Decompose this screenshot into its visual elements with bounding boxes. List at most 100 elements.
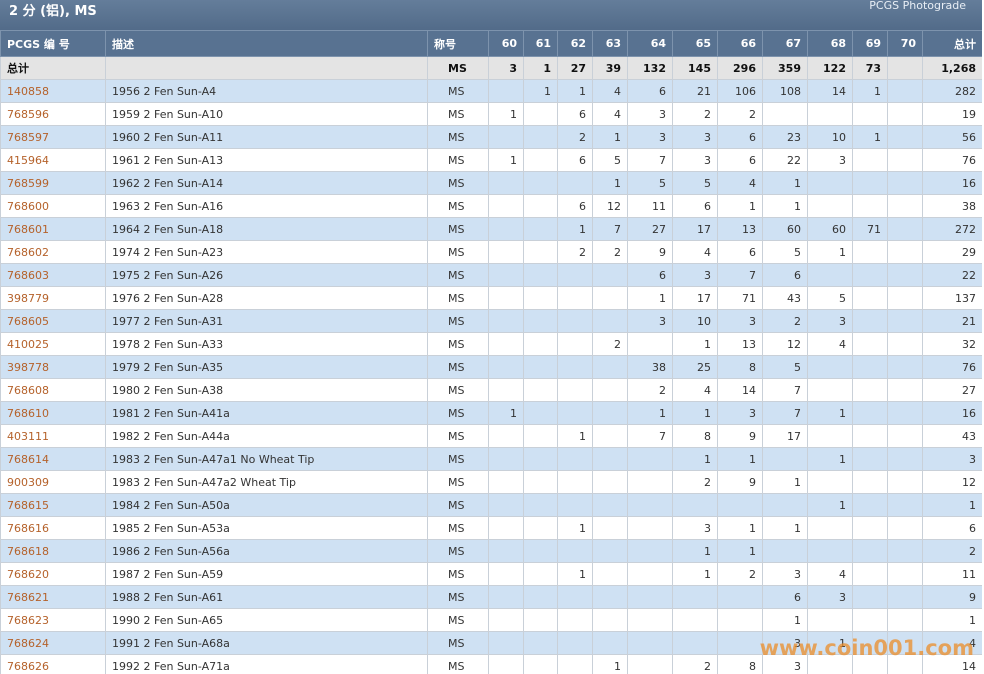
table-cell: 2 (922, 539, 982, 563)
cert-link[interactable]: 768608 (7, 383, 49, 397)
table-row: 398779 1976 2 Fen Sun-A28 MS 1 17 71 43 5 137 (0, 286, 982, 310)
table-cell: 3 (922, 447, 982, 471)
table-cell (488, 378, 524, 402)
table-cell: 14 (922, 654, 982, 674)
table-cell (592, 608, 628, 632)
table-cell (523, 102, 558, 126)
table-cell (523, 332, 558, 356)
table-cell: 17 (672, 217, 718, 241)
table-cell (852, 240, 888, 264)
cert-link[interactable]: 398778 (7, 360, 49, 374)
cert-link[interactable]: 768597 (7, 130, 49, 144)
cert-link[interactable]: 768620 (7, 567, 49, 581)
table-cell (592, 585, 628, 609)
table-cell: 768600 (0, 194, 106, 218)
cert-link[interactable]: 410025 (7, 337, 49, 351)
table-cell: 23 (762, 125, 808, 149)
cert-link[interactable]: 415964 (7, 153, 49, 167)
header-link[interactable]: PCGS Photograde (869, 0, 966, 12)
table-cell: 38 (627, 355, 673, 379)
table-cell: 7 (592, 217, 628, 241)
table-cell: 768615 (0, 493, 106, 517)
table-cell (887, 355, 923, 379)
table-cell: 39 (592, 56, 628, 80)
cert-link[interactable]: 768602 (7, 245, 49, 259)
table-cell: 9 (627, 240, 673, 264)
cert-link[interactable]: 768603 (7, 268, 49, 282)
table-cell: 768620 (0, 562, 106, 586)
table-cell: 76 (922, 355, 982, 379)
table-row: 768602 1974 2 Fen Sun-A23 MS 2 2 9 4 6 5 1 29 (0, 240, 982, 264)
cert-link[interactable]: 768616 (7, 521, 49, 535)
cert-link[interactable]: 398779 (7, 291, 49, 305)
table-cell: 11 (922, 562, 982, 586)
table-cell: 768603 (0, 263, 106, 287)
table-cell: 1974 2 Fen Sun-A23 (105, 240, 428, 264)
table-cell (592, 309, 628, 333)
table-cell: MS (427, 286, 489, 310)
table-cell (488, 493, 524, 517)
table-cell (887, 585, 923, 609)
column-header: 62 (557, 30, 593, 57)
table-cell: 2 (672, 102, 718, 126)
table-cell: 1,268 (922, 56, 982, 80)
cert-link[interactable]: 768605 (7, 314, 49, 328)
cert-link[interactable]: 900309 (7, 475, 49, 489)
table-cell (523, 286, 558, 310)
table-row: 768620 1987 2 Fen Sun-A59 MS 1 1 2 3 4 11 (0, 562, 982, 586)
table-cell: 1 (807, 447, 853, 471)
cert-link[interactable]: 140858 (7, 84, 49, 98)
table-cell: 398778 (0, 355, 106, 379)
table-cell (557, 447, 593, 471)
table-cell: 56 (922, 125, 982, 149)
table-cell (592, 286, 628, 310)
cert-link[interactable]: 768618 (7, 544, 49, 558)
cert-link[interactable]: 768614 (7, 452, 49, 466)
table-cell: MS (427, 424, 489, 448)
table-cell: 16 (922, 401, 982, 425)
table-cell (852, 171, 888, 195)
table-cell (807, 102, 853, 126)
column-header: 68 (807, 30, 853, 57)
table-cell (523, 447, 558, 471)
table-cell (523, 194, 558, 218)
table-cell (488, 171, 524, 195)
table-cell: 1964 2 Fen Sun-A18 (105, 217, 428, 241)
table-cell: 4 (672, 378, 718, 402)
table-cell (807, 539, 853, 563)
table-cell (887, 194, 923, 218)
cert-link[interactable]: 768623 (7, 613, 49, 627)
cert-link[interactable]: 768599 (7, 176, 49, 190)
cert-link[interactable]: 768610 (7, 406, 49, 420)
table-cell: MS (427, 355, 489, 379)
table-cell: 1978 2 Fen Sun-A33 (105, 332, 428, 356)
data-table: PCGS 编 号描述 称号 60 61 62 63 64 65 66 67 68 69 70 总计 总计 M… (0, 30, 982, 674)
table-cell (488, 240, 524, 264)
table-cell (557, 263, 593, 287)
table-cell: MS (427, 125, 489, 149)
table-cell (592, 378, 628, 402)
table-cell: 1983 2 Fen Sun-A47a1 No Wheat Tip (105, 447, 428, 471)
cert-link[interactable]: 768626 (7, 659, 49, 673)
table-cell: 1 (762, 516, 808, 540)
table-cell: 3 (627, 102, 673, 126)
table-cell (852, 585, 888, 609)
cert-link[interactable]: 768615 (7, 498, 49, 512)
table-cell (887, 56, 923, 80)
table-cell: MS (427, 171, 489, 195)
table-cell: 4 (592, 79, 628, 103)
table-cell: 1 (592, 125, 628, 149)
table-cell (523, 631, 558, 655)
table-cell: 3 (807, 148, 853, 172)
table-cell (488, 263, 524, 287)
table-cell: 2 (717, 102, 763, 126)
table-cell: 9 (717, 470, 763, 494)
cert-link[interactable]: 403111 (7, 429, 49, 443)
cert-link[interactable]: 768600 (7, 199, 49, 213)
table-cell: 768621 (0, 585, 106, 609)
cert-link[interactable]: 768621 (7, 590, 49, 604)
cert-link[interactable]: 768596 (7, 107, 49, 121)
cert-link[interactable]: 768624 (7, 636, 49, 650)
table-cell: 1 (672, 401, 718, 425)
cert-link[interactable]: 768601 (7, 222, 49, 236)
